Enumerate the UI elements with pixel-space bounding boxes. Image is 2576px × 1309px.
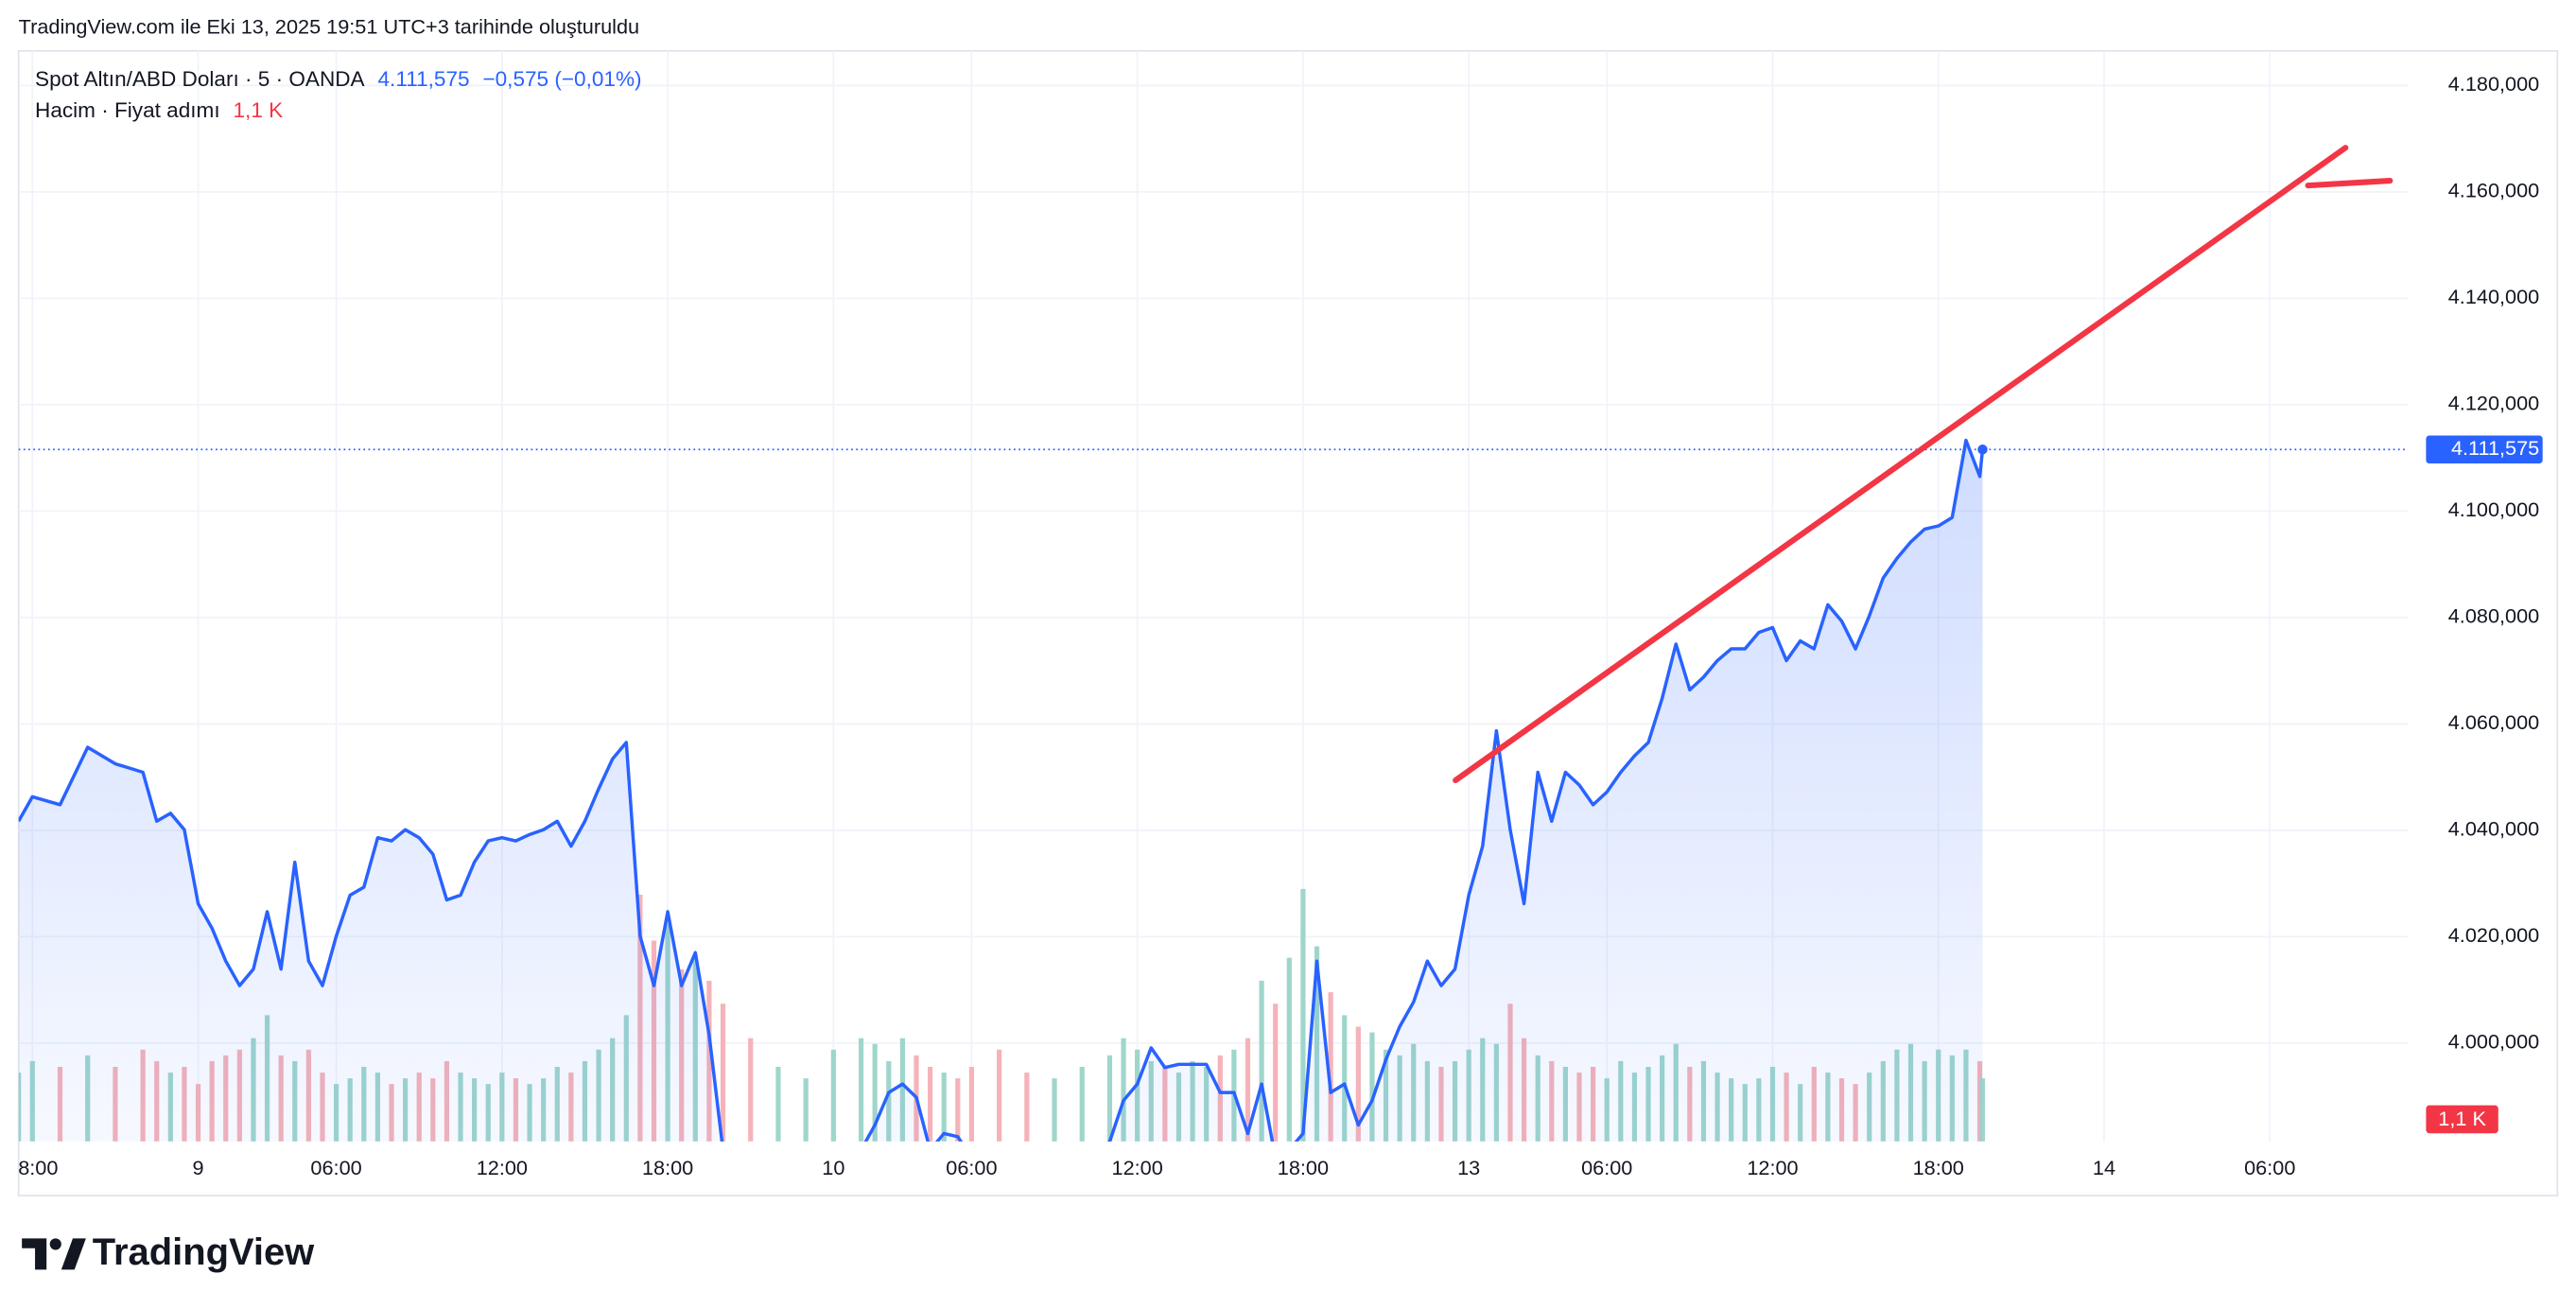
volume-bar (830, 1049, 836, 1142)
x-tick-label: 18:00 (642, 1156, 693, 1179)
y-axis: 4.000,000 4.020,000 4.040,000 4.060,000 4.08… (2448, 72, 2539, 1053)
volume-bar (955, 1078, 961, 1142)
x-tick-label: 18:00 (1278, 1156, 1329, 1179)
symbol-title: Spot Altın/ABD Doları · 5 · OANDA (35, 67, 365, 91)
y-tick-label: 4.060,000 (2448, 710, 2539, 734)
volume-bar (748, 1038, 754, 1142)
y-tick-label: 4.000,000 (2448, 1030, 2539, 1054)
volume-tag (2426, 1105, 2498, 1134)
x-tick-label: 9 (193, 1156, 204, 1179)
volume-bar (1300, 888, 1306, 1142)
volume-bar (968, 1066, 975, 1142)
volume-bar (1259, 980, 1264, 1142)
volume-bar (1052, 1078, 1057, 1142)
y-tick-label: 4.140,000 (2448, 285, 2539, 308)
grid (18, 50, 2409, 1142)
volume-title: Hacim · Fiyat adımı (35, 98, 220, 122)
x-tick-label: 18:00 (7, 1156, 58, 1179)
x-axis: 18:00 9 06:00 12:00 18:00 10 06:00 12:00 18:00 13… (7, 1156, 2296, 1179)
brand: TradingView (93, 1231, 315, 1273)
volume-bar (858, 1038, 864, 1142)
x-tick-label: 13 (1457, 1156, 1480, 1179)
y-tick-label: 4.160,000 (2448, 179, 2539, 202)
last-price-tag (2426, 435, 2543, 464)
volume-bar (1121, 1038, 1126, 1142)
x-tick-label: 06:00 (1581, 1156, 1632, 1179)
trend-line (1453, 145, 2349, 784)
price-area (18, 440, 1983, 1142)
volume-bar (720, 1004, 726, 1142)
x-tick-label: 12:00 (1112, 1156, 1163, 1179)
x-tick-label: 06:00 (310, 1156, 361, 1179)
x-tick-label: 18:00 (1913, 1156, 1964, 1179)
last-price: 4.111,575 (378, 67, 470, 91)
legend-line: Spot Altın/ABD Doları · 5 · OANDA 4.111,5… (35, 67, 642, 91)
volume-bar (941, 1073, 947, 1142)
volume-bar (775, 1066, 781, 1142)
volume-value: 1,1 K (234, 98, 284, 122)
volume-tag-label: 1,1 K (2438, 1107, 2486, 1130)
y-tick-label: 4.040,000 (2448, 817, 2539, 841)
volume-bar (1286, 957, 1292, 1142)
trend-line (2305, 178, 2393, 189)
y-tick-label: 4.120,000 (2448, 392, 2539, 415)
created-note: TradingView.com ile Eki 13, 2025 19:51 U… (19, 14, 639, 38)
last-price-tag-label: 4.111,575 (2451, 436, 2539, 460)
logo-icon (49, 1238, 61, 1250)
volume-bar (1328, 992, 1333, 1142)
volume-bar (872, 1043, 878, 1142)
volume-bar (1079, 1066, 1085, 1142)
x-tick-label: 06:00 (2244, 1156, 2295, 1179)
plot-area (18, 145, 2409, 1142)
y-tick-label: 4.180,000 (2448, 72, 2539, 96)
volume-bar (1342, 1015, 1348, 1142)
volume-bar (997, 1049, 1002, 1142)
y-tick-label: 4.020,000 (2448, 923, 2539, 947)
x-tick-label: 10 (822, 1156, 844, 1179)
volume-bar (1355, 1026, 1361, 1142)
volume-bar (1369, 1032, 1375, 1142)
logo: TradingView (22, 1231, 315, 1273)
volume-bar (1244, 1038, 1251, 1142)
volume-legend: Hacim · Fiyat adımı 1,1 K (35, 98, 283, 122)
last-price-dot (1977, 445, 1988, 455)
volume-bar (803, 1078, 809, 1142)
y-tick-label: 4.100,000 (2448, 497, 2539, 521)
chart-frame (17, 49, 2559, 1197)
x-tick-label: 12:00 (477, 1156, 528, 1179)
x-tick-label: 12:00 (1747, 1156, 1798, 1179)
logo-icon (22, 1238, 47, 1270)
volume-bar (1106, 1055, 1113, 1142)
x-tick-label: 06:00 (946, 1156, 997, 1179)
price-line (18, 438, 1985, 1142)
logo-icon (61, 1238, 86, 1270)
volume-bar (927, 1066, 933, 1142)
x-tick-label: 14 (2093, 1156, 2115, 1179)
price-change: −0,575 (−0,01%) (482, 67, 641, 91)
volume-bar (1024, 1073, 1030, 1142)
y-tick-label: 4.080,000 (2448, 604, 2539, 628)
volume-bar (1273, 1004, 1279, 1142)
